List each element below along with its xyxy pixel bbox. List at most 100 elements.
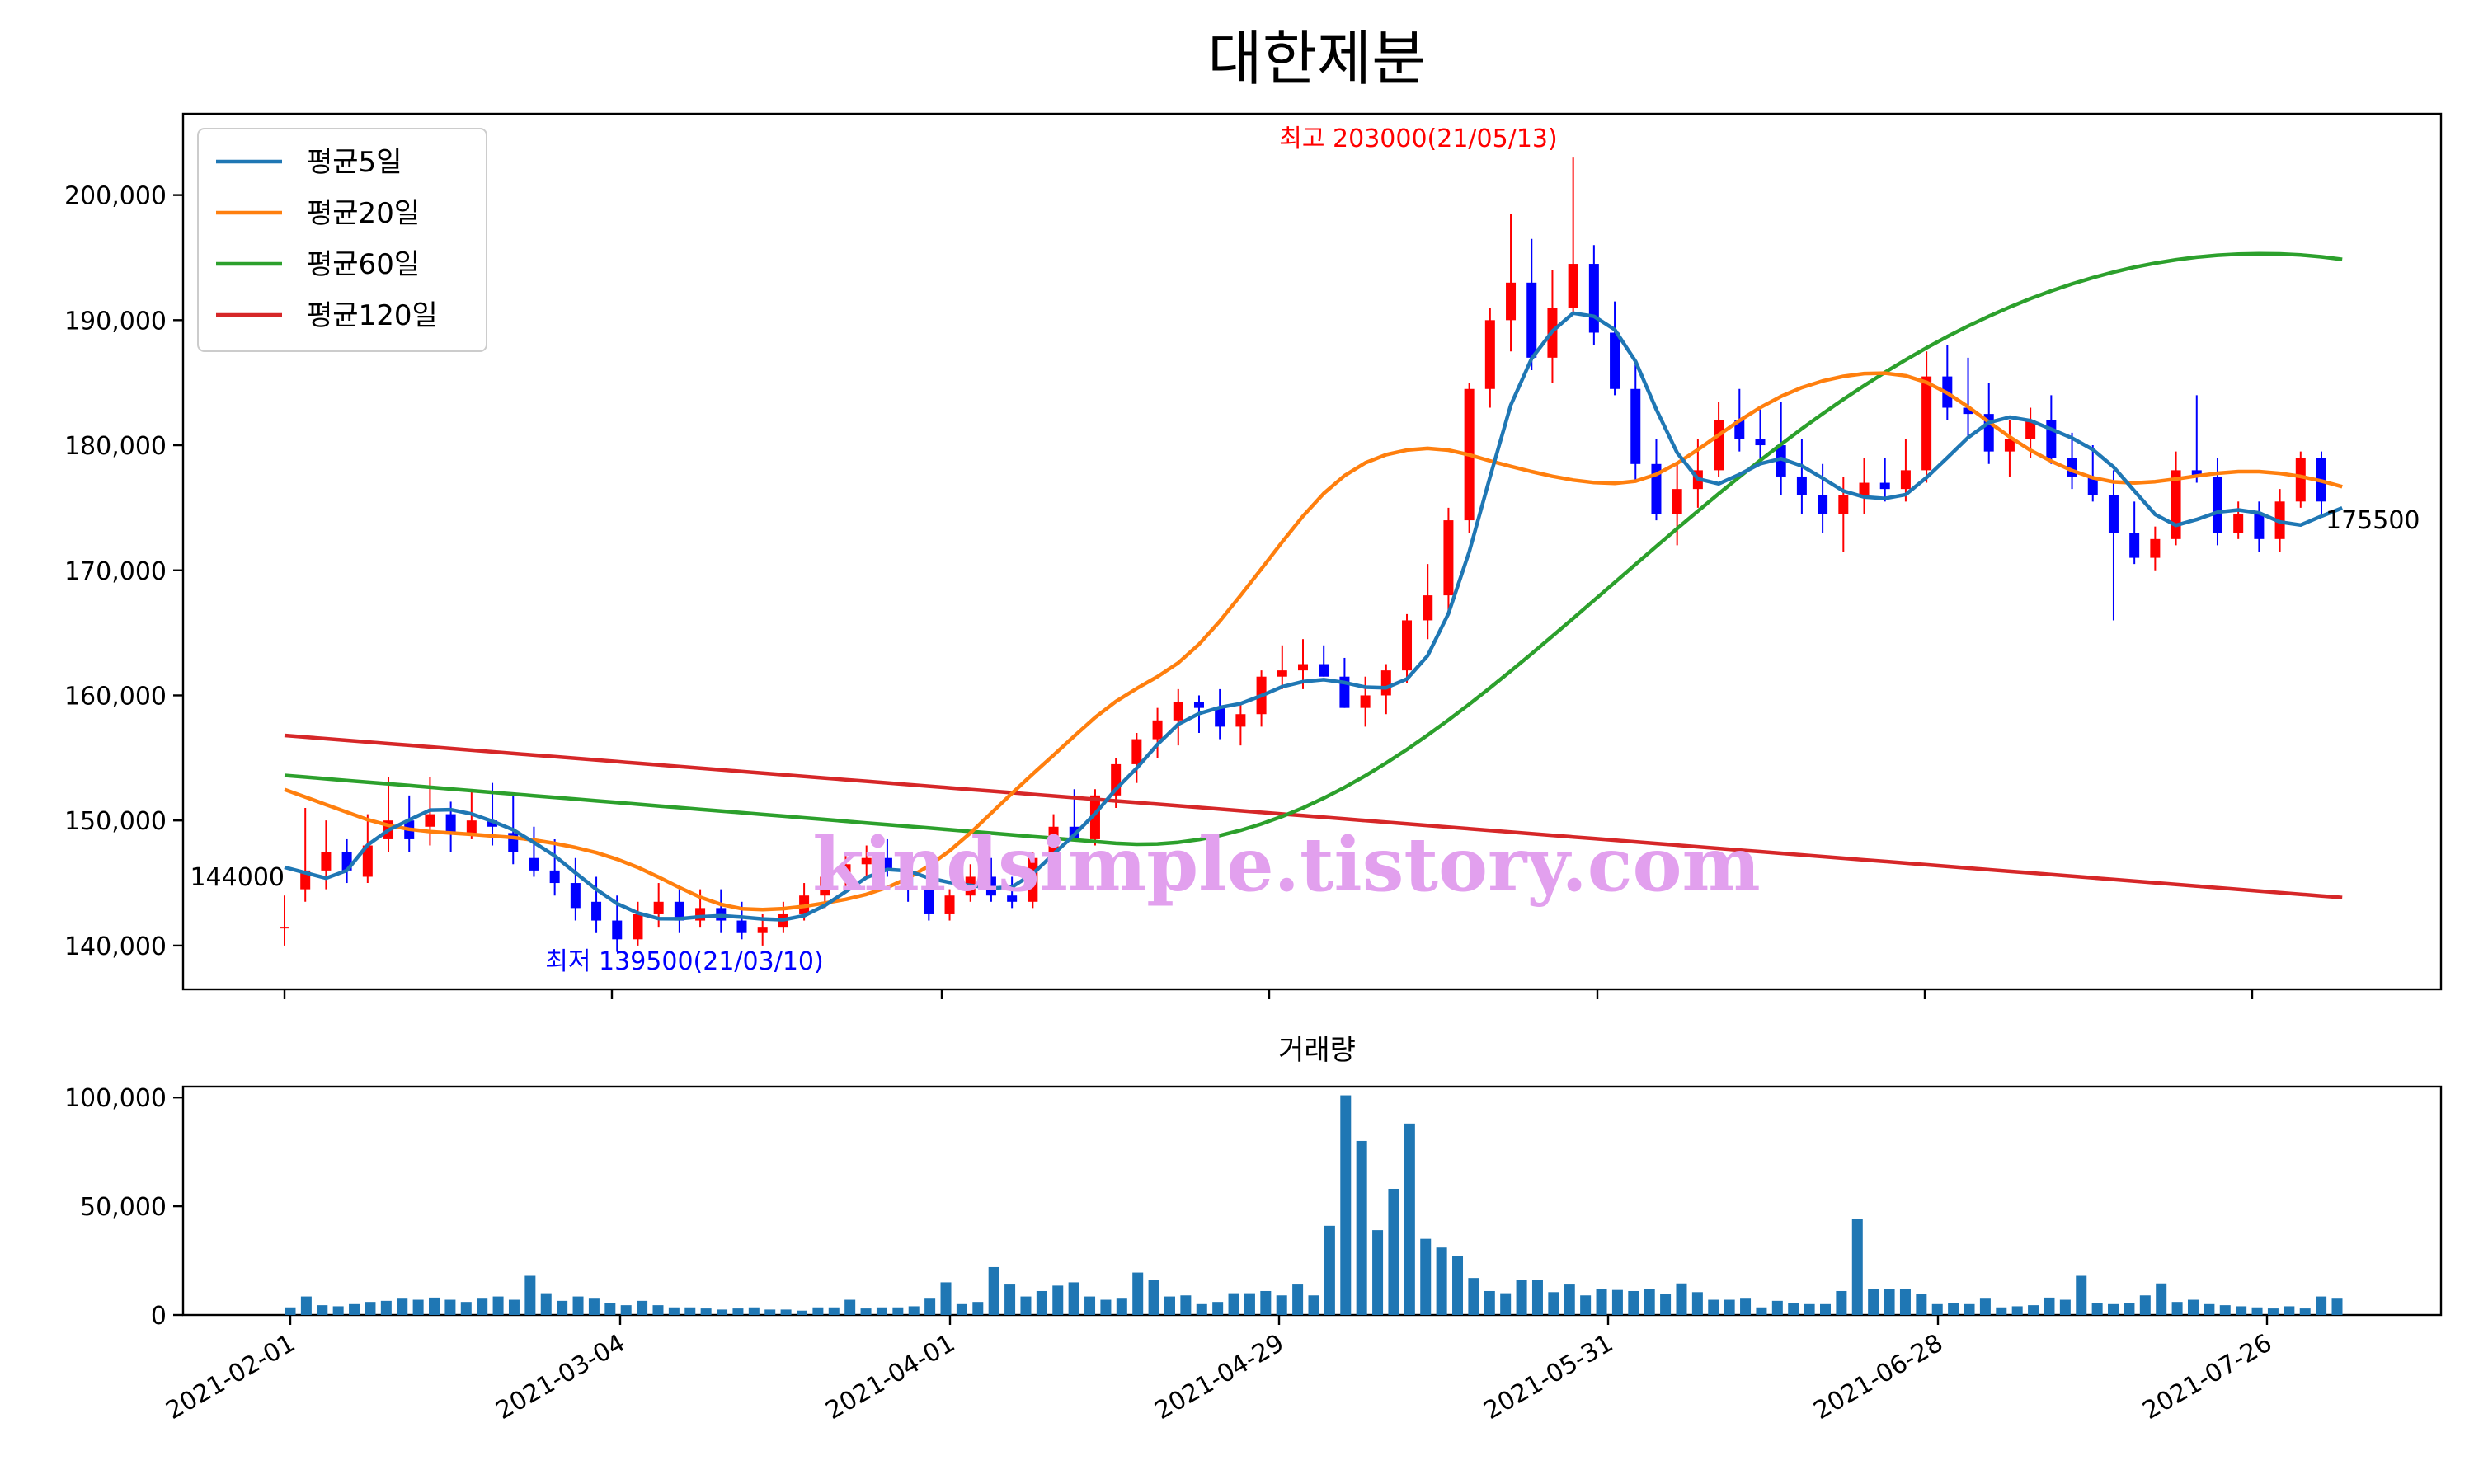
candle-body xyxy=(674,901,684,921)
candle xyxy=(1672,463,1682,546)
volume-bar xyxy=(1756,1307,1767,1315)
candle-body xyxy=(591,901,602,921)
price-plot-frame xyxy=(181,112,2443,991)
candle xyxy=(2233,501,2244,539)
candle xyxy=(674,889,684,933)
candle xyxy=(1402,613,1413,683)
candle xyxy=(1484,308,1495,408)
first-close-label: 144000 xyxy=(190,863,285,892)
candle-body xyxy=(1298,664,1308,671)
candle xyxy=(2108,470,2119,621)
volume-bar xyxy=(940,1282,952,1315)
candle-body xyxy=(1672,489,1682,514)
volume-bar xyxy=(1356,1140,1367,1315)
candle-body xyxy=(280,927,289,929)
candle-body xyxy=(1838,495,1849,514)
candle-body xyxy=(861,857,872,865)
candle xyxy=(1152,707,1163,758)
price-y-tick-label: 190,000 xyxy=(64,307,167,336)
high-annotation: 최고 203000(21/05/13) xyxy=(1279,124,1557,153)
volume-bar xyxy=(652,1305,664,1315)
volume-bar xyxy=(349,1303,360,1315)
candle-body xyxy=(1921,376,1932,471)
volume-bar xyxy=(572,1296,584,1315)
legend-label: 평균20일 xyxy=(307,197,420,230)
volume-bar xyxy=(1740,1298,1752,1315)
volume-bar xyxy=(2299,1308,2311,1315)
volume-bar xyxy=(2187,1299,2199,1315)
volume-bar xyxy=(700,1308,712,1315)
candle xyxy=(529,826,539,877)
volume-bar xyxy=(1372,1230,1384,1315)
volume-bar xyxy=(2267,1308,2279,1315)
volume-bar xyxy=(492,1296,504,1315)
volume-bar xyxy=(1899,1289,1911,1315)
volume-bar xyxy=(2011,1306,2023,1315)
candle-body xyxy=(2004,439,2015,452)
candle xyxy=(362,814,373,884)
volume-bar xyxy=(1836,1290,1847,1315)
candle-body xyxy=(1900,470,1911,490)
volume-bar xyxy=(604,1303,616,1315)
volume-bar xyxy=(972,1302,984,1315)
volume-bar xyxy=(1084,1296,1096,1315)
volume-bar xyxy=(684,1307,696,1315)
volume-bar xyxy=(2204,1303,2215,1315)
candle-body xyxy=(570,883,581,909)
candle-body xyxy=(612,920,623,940)
volume-bar xyxy=(2219,1305,2231,1315)
volume-bar xyxy=(332,1306,344,1315)
volume-bar xyxy=(1228,1293,1239,1315)
candle xyxy=(1963,357,1973,439)
volume-bar xyxy=(892,1307,904,1315)
volume-bar xyxy=(1931,1303,1943,1315)
volume-bar xyxy=(1164,1296,1175,1315)
candle xyxy=(1818,463,1828,533)
price-plot: 140,000 150,000 160,000 170,000 180,000 190,0… xyxy=(64,112,2443,999)
volume-bar xyxy=(2139,1295,2151,1315)
volume-bar xyxy=(1884,1289,1895,1315)
candle-body xyxy=(2025,420,2036,439)
volume-bar xyxy=(524,1275,536,1315)
volume-bar xyxy=(588,1298,600,1315)
candle-body xyxy=(1776,445,1786,477)
candle xyxy=(591,876,602,933)
candle xyxy=(1277,645,1287,689)
candle xyxy=(300,808,311,902)
candle xyxy=(1235,702,1246,746)
volume-bar xyxy=(2076,1275,2087,1315)
volume-bar xyxy=(1484,1290,1495,1315)
volume-bar xyxy=(1196,1303,1207,1315)
candle-body xyxy=(1506,282,1517,321)
volume-bar xyxy=(1244,1293,1255,1315)
candle-body xyxy=(425,814,435,827)
volume-bar xyxy=(2316,1296,2327,1315)
candle xyxy=(2004,420,2015,477)
candle-body xyxy=(445,814,456,834)
candle-body xyxy=(549,870,560,884)
chart-title: 대한제분 xyxy=(1208,24,1427,93)
candle-body xyxy=(820,876,830,896)
ma20-line xyxy=(284,371,2343,912)
candle xyxy=(1776,401,1786,495)
candle xyxy=(341,838,352,884)
volume-bar xyxy=(1500,1293,1512,1315)
volume-y-tick-label: 0 xyxy=(151,1302,167,1331)
candle-body xyxy=(882,857,892,871)
legend-label: 평균60일 xyxy=(307,248,420,281)
candle-body xyxy=(1277,670,1287,677)
volume-bar xyxy=(1580,1295,1592,1315)
volume-y-tick-label: 100,000 xyxy=(64,1084,167,1113)
volume-bar xyxy=(2028,1305,2039,1315)
volume-bar xyxy=(668,1307,680,1315)
volume-bar xyxy=(300,1296,312,1315)
date-tick-label: 2021-03-04 xyxy=(492,1329,630,1425)
volume-bar xyxy=(1996,1307,2007,1315)
candle xyxy=(840,852,851,890)
candle-body xyxy=(2087,476,2098,495)
candle-body xyxy=(321,852,332,871)
candle-body xyxy=(1131,739,1142,764)
candle-body xyxy=(1526,282,1537,358)
volume-bar xyxy=(1691,1292,1703,1315)
